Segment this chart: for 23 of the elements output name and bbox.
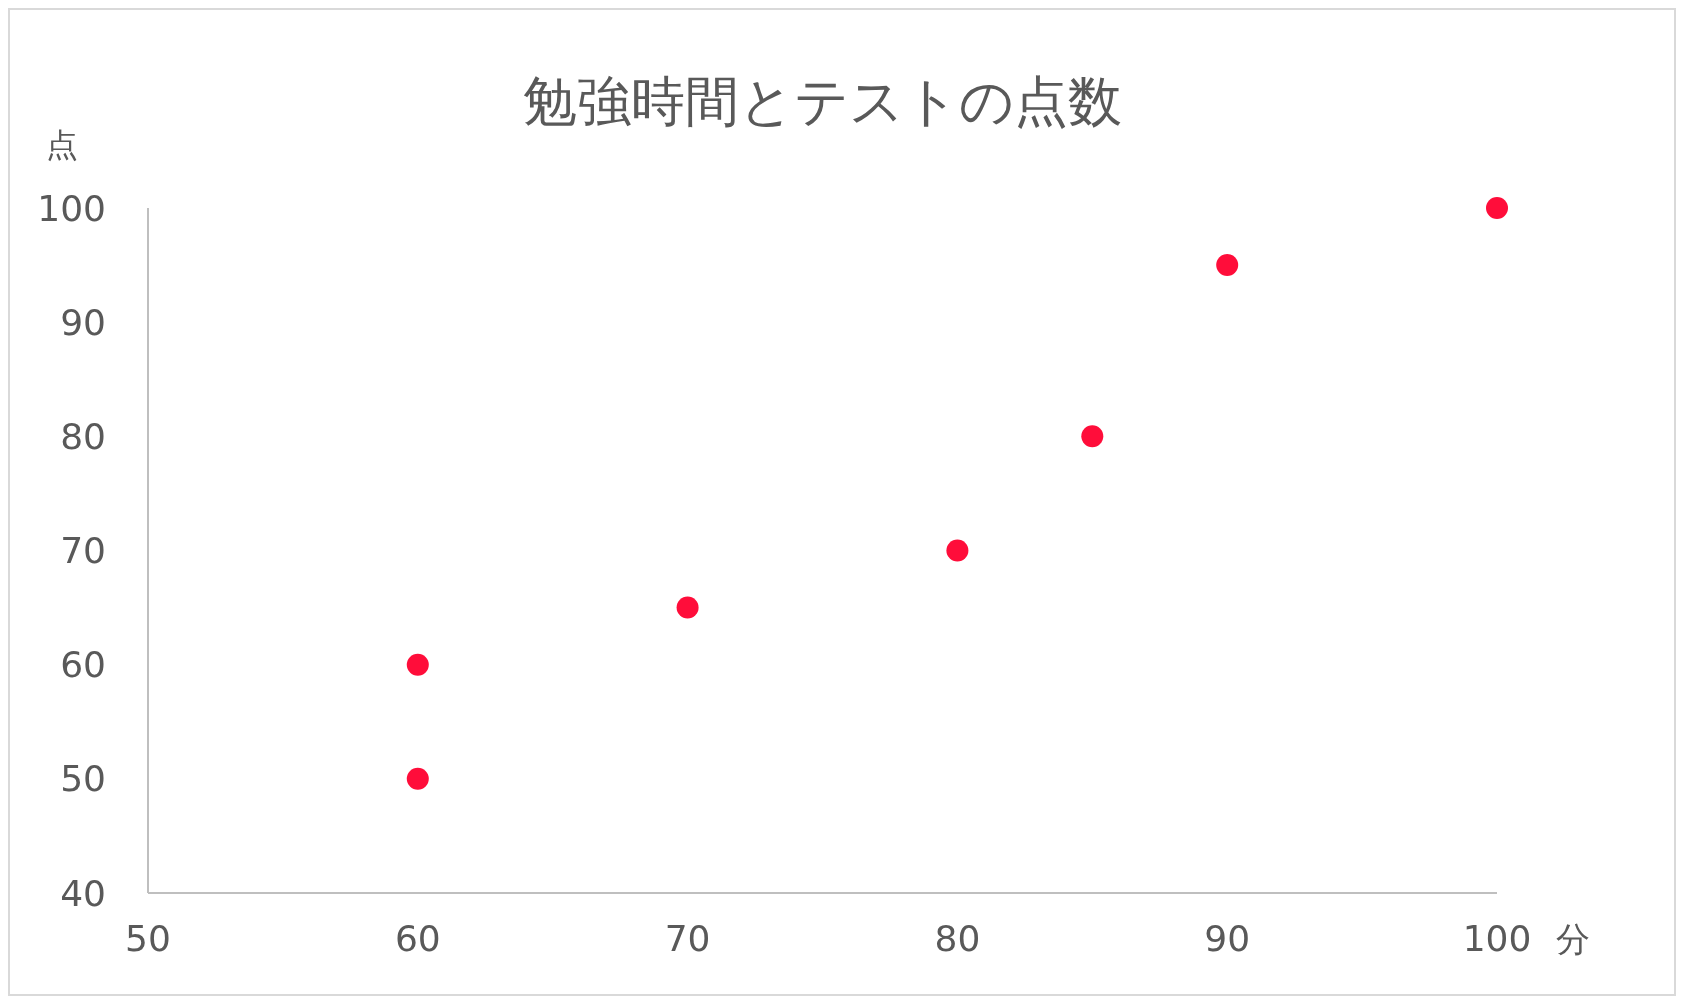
y-axis-title: 点 bbox=[46, 126, 78, 164]
point bbox=[1081, 425, 1104, 448]
y-tick-label: 50 bbox=[60, 758, 106, 800]
x-axis-title: 分 bbox=[1556, 919, 1590, 959]
y-tick-label: 70 bbox=[60, 530, 106, 572]
point bbox=[1486, 197, 1508, 219]
point bbox=[406, 653, 429, 676]
x-tick-label: 80 bbox=[934, 918, 981, 959]
x-tick-label: 60 bbox=[394, 918, 441, 959]
x-tick-label: 90 bbox=[1204, 918, 1251, 959]
y-tick-label: 60 bbox=[60, 644, 106, 686]
chart-title: 勉強時間とテストの点数 bbox=[523, 70, 1122, 133]
y-tick-label: 100 bbox=[37, 187, 106, 229]
x-tick-label: 70 bbox=[664, 918, 711, 959]
point bbox=[1216, 254, 1239, 277]
x-tick-label: 100 bbox=[1462, 918, 1532, 959]
point bbox=[406, 767, 429, 790]
y-tick-label: 90 bbox=[60, 301, 106, 343]
point bbox=[946, 539, 969, 562]
y-tick-label: 80 bbox=[60, 415, 106, 457]
y-tick-label: 40 bbox=[60, 872, 106, 914]
x-tick-label: 50 bbox=[125, 918, 171, 959]
point bbox=[676, 596, 699, 619]
